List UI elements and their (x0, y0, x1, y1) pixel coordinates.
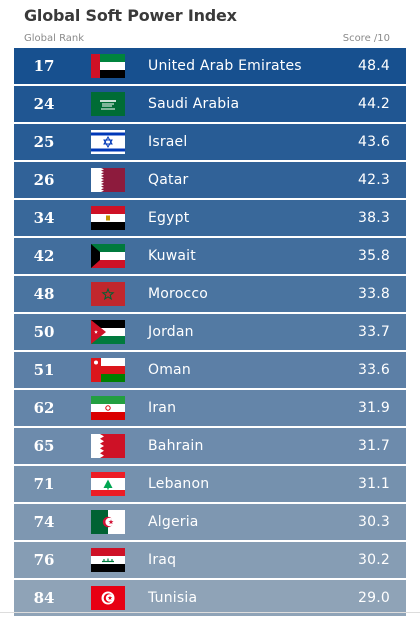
iran-flag-icon (91, 396, 125, 420)
table-row: 17 United Arab Emirates 48.4 (14, 48, 406, 84)
score-value: 48.4 (358, 58, 390, 74)
table-row: 25 Israel 43.6 (14, 124, 406, 160)
country-name: Israel (148, 134, 188, 150)
score-column-header: Score /10 (342, 33, 390, 44)
rank-value: 51 (33, 361, 55, 379)
table-row: 76 Iraq 30.2 (14, 542, 406, 578)
rank-value: 76 (33, 551, 55, 569)
score-value: 33.6 (358, 362, 390, 378)
bahrain-flag-icon (91, 434, 125, 458)
country-name: Kuwait (148, 248, 196, 264)
rank-value: 26 (33, 171, 55, 189)
rank-value: 74 (33, 513, 55, 531)
table-row: 24 Saudi Arabia 44.2 (14, 86, 406, 122)
score-value: 43.6 (358, 134, 390, 150)
table-row: 51 Oman 33.6 (14, 352, 406, 388)
score-value: 30.2 (358, 552, 390, 568)
rank-column-header: Global Rank (24, 33, 85, 44)
egypt-flag-icon (91, 206, 125, 230)
table-row: 71 Lebanon 31.1 (14, 466, 406, 502)
score-value: 44.2 (358, 96, 390, 112)
score-value: 33.7 (358, 324, 390, 340)
score-value: 29.0 (358, 590, 390, 606)
country-name: Jordan (148, 324, 194, 340)
score-value: 33.8 (358, 286, 390, 302)
rank-value: 48 (33, 285, 55, 303)
score-value: 30.3 (358, 514, 390, 530)
table-row: 48 Morocco 33.8 (14, 276, 406, 312)
chart-title: Global Soft Power Index (24, 6, 237, 25)
rank-value: 34 (33, 209, 55, 227)
qatar-flag-icon (91, 168, 125, 192)
rank-value: 17 (33, 57, 55, 75)
table-row: 50 Jordan 33.7 (14, 314, 406, 350)
rank-value: 50 (33, 323, 55, 341)
iraq-flag-icon (91, 548, 125, 572)
country-name: Iraq (148, 552, 177, 568)
country-name: United Arab Emirates (148, 58, 302, 74)
uae-flag-icon (91, 54, 125, 78)
country-name: Saudi Arabia (148, 96, 240, 112)
rank-value: 62 (33, 399, 55, 417)
saudi-arabia-flag-icon (91, 92, 125, 116)
rank-value: 25 (33, 133, 55, 151)
country-name: Tunisia (148, 590, 198, 606)
kuwait-flag-icon (91, 244, 125, 268)
country-name: Iran (148, 400, 177, 416)
score-value: 31.7 (358, 438, 390, 454)
score-value: 31.1 (358, 476, 390, 492)
score-value: 42.3 (358, 172, 390, 188)
lebanon-flag-icon (91, 472, 125, 496)
rank-value: 42 (33, 247, 55, 265)
country-name: Lebanon (148, 476, 210, 492)
rank-value: 71 (33, 475, 55, 493)
bottom-divider (0, 612, 420, 613)
algeria-flag-icon (91, 510, 125, 534)
table-row: 65 Bahrain 31.7 (14, 428, 406, 464)
country-name: Qatar (148, 172, 189, 188)
country-name: Egypt (148, 210, 190, 226)
tunisia-flag-icon (91, 586, 125, 610)
oman-flag-icon (91, 358, 125, 382)
morocco-flag-icon (91, 282, 125, 306)
table-row: 84 Tunisia 29.0 (14, 580, 406, 616)
table-row: 62 Iran 31.9 (14, 390, 406, 426)
israel-flag-icon (91, 130, 125, 154)
rank-value: 24 (33, 95, 55, 113)
score-value: 35.8 (358, 248, 390, 264)
jordan-flag-icon (91, 320, 125, 344)
country-name: Morocco (148, 286, 209, 302)
table-row: 26 Qatar 42.3 (14, 162, 406, 198)
table-row: 42 Kuwait 35.8 (14, 238, 406, 274)
score-value: 38.3 (358, 210, 390, 226)
country-name: Oman (148, 362, 191, 378)
country-name: Bahrain (148, 438, 204, 454)
table-row: 74 Algeria 30.3 (14, 504, 406, 540)
table-row: 34 Egypt 38.3 (14, 200, 406, 236)
rank-value: 65 (33, 437, 55, 455)
score-value: 31.9 (358, 400, 390, 416)
country-name: Algeria (148, 514, 199, 530)
rank-value: 84 (33, 589, 55, 607)
